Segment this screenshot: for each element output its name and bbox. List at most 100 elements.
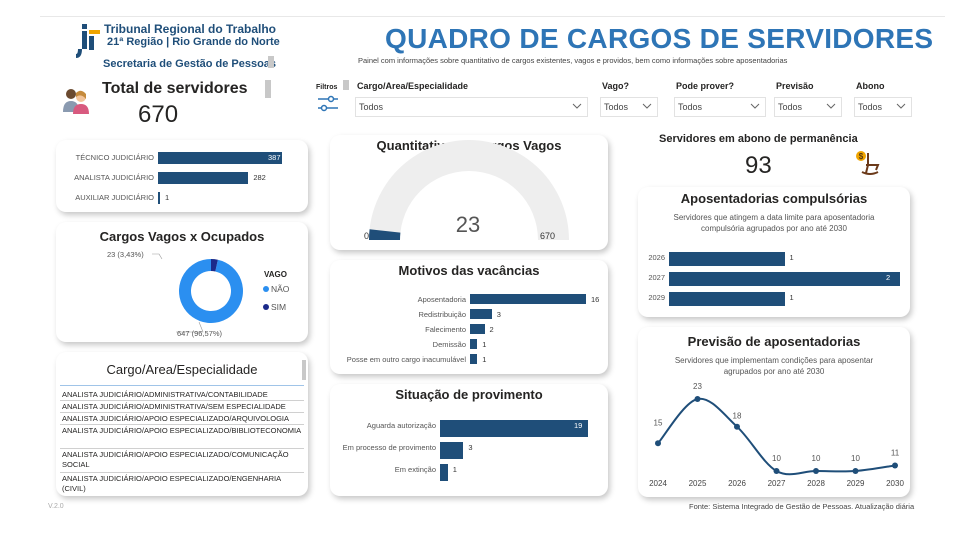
cargo-list-item[interactable]: ANALISTA JUDICIÁRIO/ADMINISTRATIVA/SEM E… [62, 402, 286, 411]
filter-sliders-icon[interactable] [316, 95, 340, 113]
previsao-x-tick: 2030 [886, 479, 904, 488]
cargo-bar[interactable] [158, 172, 249, 184]
abono-title: Servidores em abono de permanência [659, 133, 858, 145]
filters-title: Filtros [316, 84, 338, 91]
top-divider [40, 16, 945, 17]
donut-title: Cargos Vagos x Ocupados [99, 229, 265, 244]
filter-previsao-label: Previsão [776, 81, 814, 91]
total-marker [265, 80, 271, 98]
motivo-value: 16 [591, 295, 600, 304]
cargo-value: 1 [165, 193, 170, 202]
donut-slice-nao[interactable] [179, 259, 244, 323]
cargo-label: ANALISTA JUDICIÁRIO [74, 173, 154, 182]
previsao-point[interactable] [892, 462, 898, 469]
source-note: Fonte: Sistema Integrado de Gestão de Pe… [689, 502, 915, 511]
compulsorias-title: Aposentadorias compulsórias [680, 191, 868, 206]
motivo-bar[interactable] [470, 324, 485, 334]
previsao-line-chart: 15 2024 23 2025 18 2026 10 2027 10 2028 10 2029 11 20… [649, 382, 904, 488]
previsao-x-tick: 2024 [649, 479, 667, 488]
previsao-data-label: 10 [812, 454, 821, 463]
previsao-data-label: 18 [733, 412, 742, 421]
list-separator [60, 472, 304, 473]
donut-leader-sim [152, 253, 163, 260]
total-servers-label: Total de servidores [102, 80, 248, 97]
previsao-point[interactable] [813, 468, 819, 474]
motivos-title: Motivos das vacâncias [398, 263, 540, 278]
cargo-value: 282 [253, 173, 266, 182]
motivos-card: Motivos das vacâncias [330, 260, 608, 374]
previsao-point[interactable] [773, 468, 780, 474]
cargo-list-scrollbar[interactable] [302, 360, 306, 380]
previsao-point[interactable] [734, 423, 740, 430]
filter-cargo-value: Todos [359, 102, 384, 112]
previsao-point[interactable] [852, 468, 859, 474]
list-separator [60, 448, 304, 449]
vagos-ocupados-card: Cargos Vagos x Ocupados VAGO NÃO SIM 23 … [56, 222, 308, 342]
filter-prover-label: Pode prover? [676, 81, 735, 91]
filter-prover-select[interactable]: Todos [674, 97, 766, 117]
previsao-x-tick: 2025 [689, 479, 707, 488]
gauge-fill[interactable] [369, 229, 401, 240]
donut-label-sim: 23 (3,43%) [107, 250, 144, 259]
motivo-label: Aposentadoria [417, 295, 466, 304]
legend-item-nao[interactable]: NÃO [263, 284, 289, 294]
chevron-down-icon [826, 103, 836, 109]
situacao-bar[interactable] [440, 420, 588, 437]
cargo-list-item[interactable]: ANALISTA JUDICIÁRIO/APOIO ESPECIALIZADO/… [62, 474, 281, 493]
cargo-list-item[interactable]: ANALISTA JUDICIÁRIO/ADMINISTRATIVA/CONTA… [62, 390, 268, 399]
situacao-title: Situação de provimento [395, 387, 543, 402]
motivo-bar[interactable] [470, 339, 478, 349]
people-icon [63, 89, 89, 114]
chevron-down-icon [572, 103, 582, 109]
previsao-x-tick: 2029 [847, 479, 865, 488]
situacao-label: Aguarda autorização [366, 421, 436, 430]
filter-cargo-select[interactable]: Todos [355, 97, 588, 117]
previsao-data-label: 11 [891, 448, 900, 457]
previsao-x-tick: 2026 [728, 479, 746, 488]
compulsoria-bar[interactable] [669, 252, 785, 266]
filter-previsao-select[interactable]: Todos [774, 97, 842, 117]
situacao-label: Em extinção [394, 465, 436, 474]
filter-abono-value: Todos [858, 102, 883, 112]
cargo-bar[interactable] [158, 152, 282, 164]
compulsoria-label: 2029 [648, 293, 665, 302]
motivo-bar[interactable] [470, 294, 586, 304]
abono-value: 93 [745, 152, 772, 179]
compulsoria-value: 1 [789, 293, 794, 302]
previsao-point[interactable] [655, 440, 661, 447]
version-label: V.2.0 [48, 503, 64, 510]
gauge-min: 0 [364, 231, 370, 241]
motivo-bar[interactable] [470, 309, 492, 319]
org-department: Secretaria de Gestão de Pessoas [103, 58, 277, 70]
compulsoria-label: 2027 [648, 273, 665, 282]
cargo-bar[interactable] [158, 192, 160, 204]
compulsoria-value: 2 [886, 273, 891, 282]
situacao-label: Em processo de provimento [342, 443, 436, 452]
compulsoria-bar[interactable] [669, 292, 785, 306]
motivo-bar[interactable] [470, 354, 478, 364]
motivo-value: 1 [482, 355, 487, 364]
page-subtitle: Painel com informações sobre quantitativ… [358, 56, 788, 65]
situacao-bar[interactable] [440, 464, 448, 481]
previsao-title: Previsão de aposentadorias [687, 334, 861, 349]
filter-prover-value: Todos [678, 102, 703, 112]
filter-vago-value: Todos [604, 102, 629, 112]
motivo-label: Falecimento [425, 325, 466, 334]
list-separator [60, 424, 304, 425]
motivo-label: Posse em outro cargo inacumulável [346, 355, 466, 364]
compulsoria-bar[interactable] [669, 272, 900, 286]
cargo-list-item[interactable]: ANALISTA JUDICIÁRIO/APOIO ESPECIALIZADO/… [62, 450, 289, 469]
cargo-list-item[interactable]: ANALISTA JUDICIÁRIO/APOIO ESPECIALIZADO/… [62, 426, 302, 435]
motivo-label: Redistribuição [418, 310, 466, 319]
legend-item-sim[interactable]: SIM [263, 302, 286, 312]
filter-vago-select[interactable]: Todos [600, 97, 658, 117]
cargo-label: AUXILIAR JUDICIÁRIO [75, 193, 154, 202]
filter-abono-select[interactable]: Todos [854, 97, 912, 117]
cargo-list-item[interactable]: ANALISTA JUDICIÁRIO/APOIO ESPECIALIZADO/… [62, 414, 289, 423]
situacao-value: 1 [452, 465, 457, 474]
list-top-border [60, 385, 304, 386]
situacao-bar[interactable] [440, 442, 464, 459]
previsao-point[interactable] [694, 396, 701, 402]
donut-slice-sim[interactable] [211, 259, 218, 272]
